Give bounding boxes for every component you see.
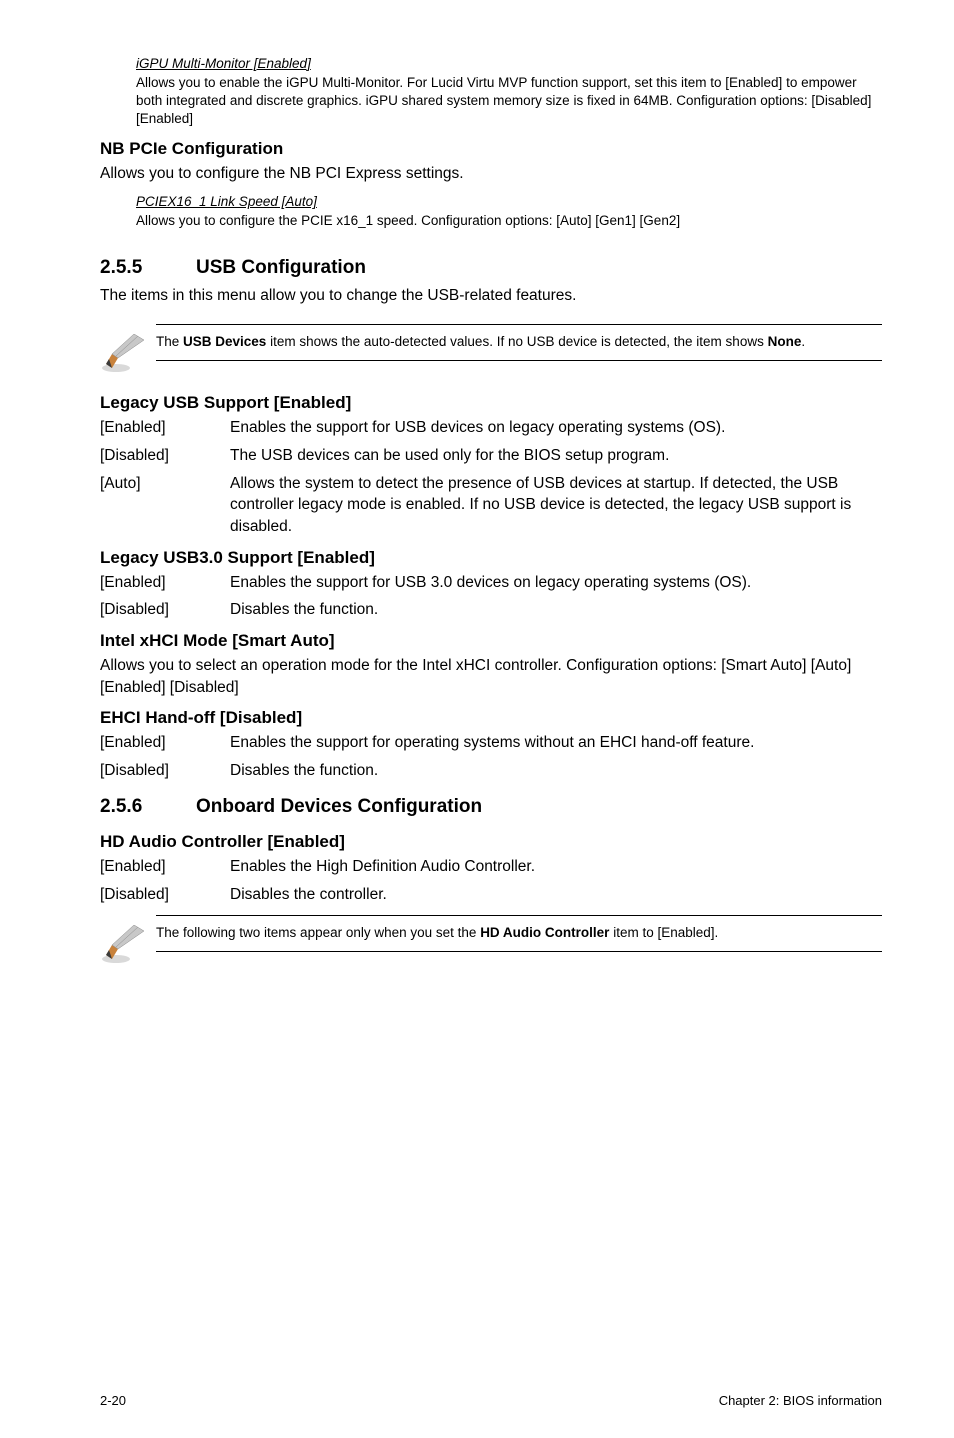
def-key: [Disabled] (100, 760, 230, 782)
igpu-body: Allows you to enable the iGPU Multi-Moni… (136, 74, 882, 129)
def-val: Enables the support for USB 3.0 devices … (230, 572, 882, 594)
note-text-bold2: None (768, 334, 802, 349)
section-title: USB Configuration (196, 257, 366, 279)
note-text: The USB Devices item shows the auto-dete… (156, 324, 882, 361)
section-2-5-6-heading: 2.5.6 Onboard Devices Configuration (100, 796, 882, 818)
section-number: 2.5.5 (100, 257, 196, 279)
def-key: [Disabled] (100, 884, 230, 906)
def-key: [Enabled] (100, 572, 230, 594)
def-val: Allows the system to detect the presence… (230, 473, 882, 538)
def-val: Enables the support for operating system… (230, 732, 882, 754)
legacy-usb-list: [Enabled] Enables the support for USB de… (100, 417, 882, 537)
chapter-label: Chapter 2: BIOS information (719, 1393, 882, 1408)
page-footer: 2-20 Chapter 2: BIOS information (100, 1383, 882, 1408)
section-2-5-5-intro: The items in this menu allow you to chan… (100, 285, 882, 307)
note-text-post: item to [Enabled]. (609, 925, 718, 940)
section-title: Onboard Devices Configuration (196, 796, 482, 818)
note-text: The following two items appear only when… (156, 915, 882, 952)
def-val: Enables the High Definition Audio Contro… (230, 856, 882, 878)
note-hdaudio: The following two items appear only when… (100, 915, 882, 970)
pencil-icon (100, 324, 156, 379)
def-key: [Auto] (100, 473, 230, 538)
nb-pcie-body: Allows you to configure the NB PCI Expre… (100, 163, 882, 185)
ehci-heading: EHCI Hand-off [Disabled] (100, 708, 882, 728)
note-text-pre: The following two items appear only when… (156, 925, 480, 940)
ehci-list: [Enabled] Enables the support for operat… (100, 732, 882, 781)
def-key: [Disabled] (100, 445, 230, 467)
def-key: [Enabled] (100, 856, 230, 878)
note-usb-devices: The USB Devices item shows the auto-dete… (100, 324, 882, 379)
xhci-body: Allows you to select an operation mode f… (100, 655, 882, 698)
legacy-usb3-heading: Legacy USB3.0 Support [Enabled] (100, 548, 882, 568)
def-val: The USB devices can be used only for the… (230, 445, 882, 467)
def-key: [Disabled] (100, 599, 230, 621)
hdaudio-list: [Enabled] Enables the High Definition Au… (100, 856, 882, 905)
page-number: 2-20 (100, 1393, 126, 1408)
note-text-bold1: USB Devices (183, 334, 266, 349)
def-key: [Enabled] (100, 417, 230, 439)
legacy-usb-heading: Legacy USB Support [Enabled] (100, 393, 882, 413)
def-key: [Enabled] (100, 732, 230, 754)
hdaudio-heading: HD Audio Controller [Enabled] (100, 832, 882, 852)
section-2-5-5-heading: 2.5.5 USB Configuration (100, 257, 882, 279)
def-val: Disables the function. (230, 760, 882, 782)
igpu-heading: iGPU Multi-Monitor [Enabled] (136, 56, 882, 71)
section-number: 2.5.6 (100, 796, 196, 818)
note-text-bold: HD Audio Controller (480, 925, 609, 940)
def-val: Enables the support for USB devices on l… (230, 417, 882, 439)
note-text-pre: The (156, 334, 183, 349)
pencil-icon (100, 915, 156, 970)
nb-pcie-heading: NB PCIe Configuration (100, 139, 882, 159)
pciex-body: Allows you to configure the PCIE x16_1 s… (136, 212, 882, 230)
pciex-heading: PCIEX16_1 Link Speed [Auto] (136, 194, 882, 209)
note-text-mid: item shows the auto-detected values. If … (266, 334, 767, 349)
note-text-post: . (801, 334, 805, 349)
xhci-heading: Intel xHCI Mode [Smart Auto] (100, 631, 882, 651)
def-val: Disables the controller. (230, 884, 882, 906)
def-val: Disables the function. (230, 599, 882, 621)
legacy-usb3-list: [Enabled] Enables the support for USB 3.… (100, 572, 882, 621)
